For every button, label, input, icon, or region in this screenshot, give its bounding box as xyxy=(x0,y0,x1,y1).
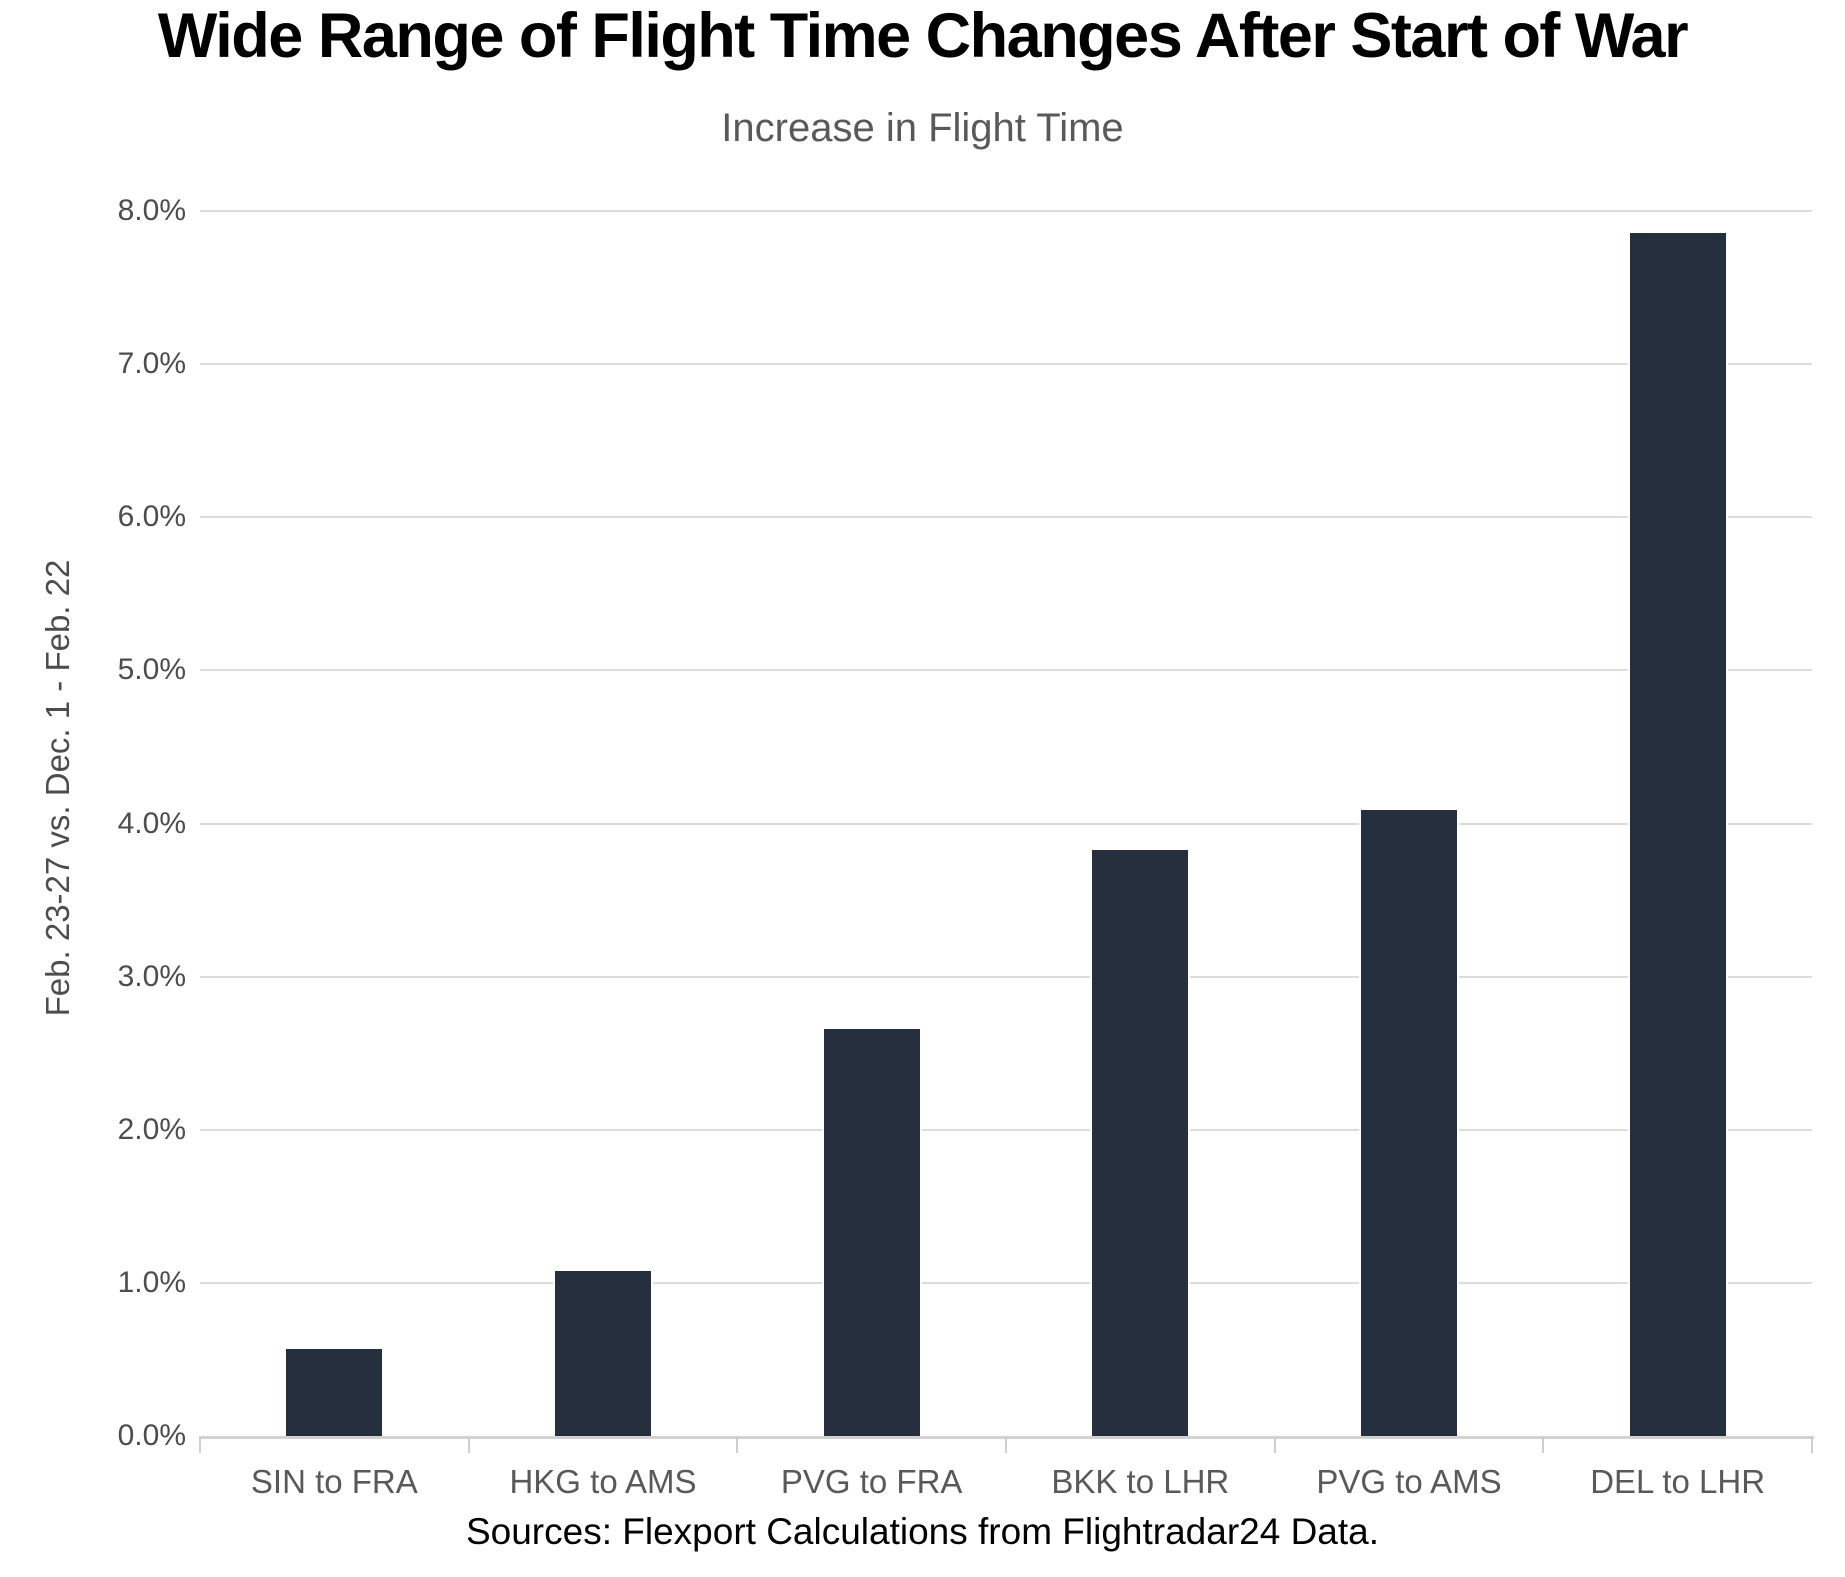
x-axis-tick xyxy=(736,1436,739,1453)
y-tick-label: 2.0% xyxy=(117,1112,186,1146)
x-category-label: PVG to FRA xyxy=(780,1463,963,1500)
y-tick-label: 1.0% xyxy=(117,1265,186,1299)
bar-pvg-to-ams xyxy=(1359,808,1459,1436)
gridline xyxy=(200,363,1812,366)
x-axis-tick xyxy=(199,1436,201,1453)
bar-bkk-to-lhr xyxy=(1090,848,1191,1436)
chart-subtitle: Increase in Flight Time xyxy=(721,106,1124,150)
bar-del-to-lhr xyxy=(1627,230,1728,1436)
gridline xyxy=(200,1128,1812,1131)
x-axis-tick xyxy=(1811,1436,1813,1453)
x-category-label: BKK to LHR xyxy=(1051,1463,1230,1500)
gridline xyxy=(200,210,1812,212)
bar-hkg-to-ams xyxy=(553,1269,653,1436)
gridline xyxy=(200,1281,1812,1284)
y-axis-title: Feb. 23-27 vs. Dec. 1 - Feb. 22 xyxy=(39,559,76,1017)
x-category-label: DEL to LHR xyxy=(1590,1463,1766,1500)
source-attribution: Sources: Flexport Calculations from Flig… xyxy=(465,1511,1380,1552)
x-category-label: PVG to AMS xyxy=(1316,1463,1502,1500)
y-tick-label: 3.0% xyxy=(117,959,186,993)
x-axis-tick xyxy=(1542,1436,1545,1453)
y-tick-label: 7.0% xyxy=(117,347,186,381)
gridline xyxy=(200,822,1812,825)
x-category-label: SIN to FRA xyxy=(250,1463,418,1500)
bar-sin-to-fra xyxy=(284,1347,385,1436)
gridline xyxy=(200,975,1812,978)
y-tick-label: 0.0% xyxy=(117,1419,186,1452)
y-tick-label: 4.0% xyxy=(117,806,186,840)
y-tick-label: 5.0% xyxy=(117,653,186,687)
x-axis-tick xyxy=(1273,1436,1276,1453)
y-tick-label: 6.0% xyxy=(117,500,186,534)
y-tick-label: 8.0% xyxy=(117,194,186,227)
page-title: Wide Range of Flight Time Changes After … xyxy=(157,1,1689,71)
bar-pvg-to-fra xyxy=(821,1027,922,1436)
gridline xyxy=(200,516,1812,519)
x-axis-tick xyxy=(467,1436,470,1453)
gridline xyxy=(200,669,1812,672)
x-category-label: HKG to AMS xyxy=(509,1463,697,1500)
x-axis-tick xyxy=(1005,1436,1007,1453)
